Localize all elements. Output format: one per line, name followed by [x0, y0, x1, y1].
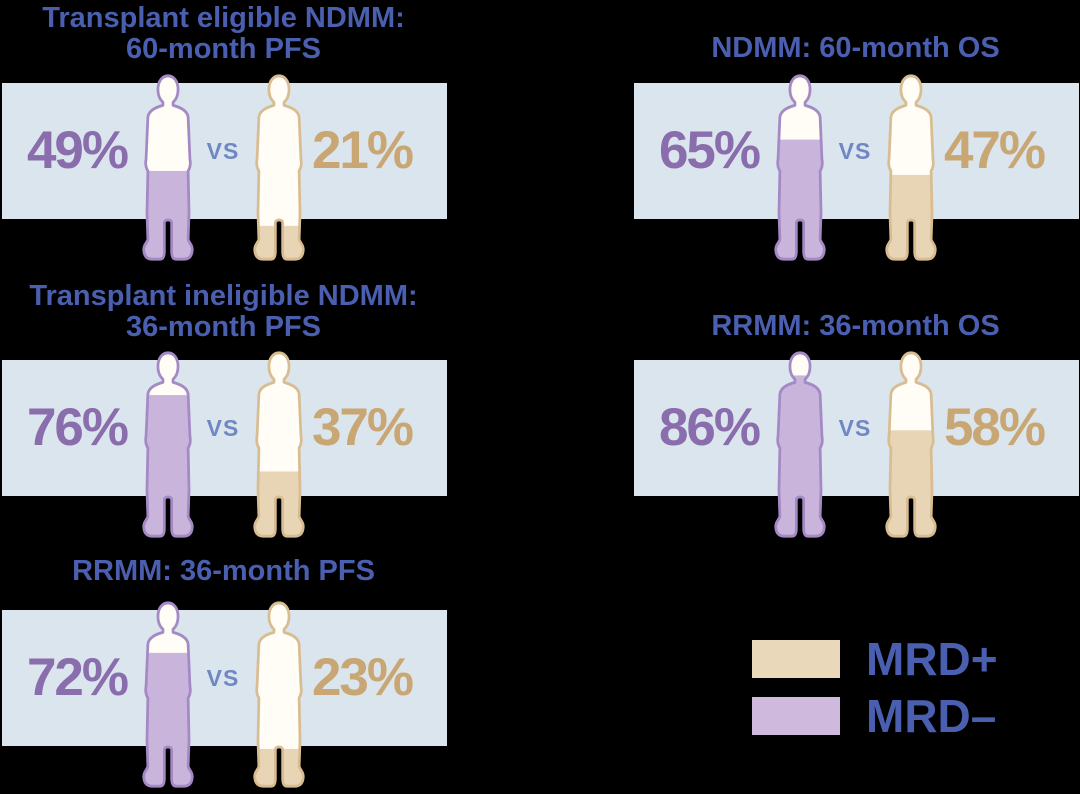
mrd-positive-figure	[247, 348, 311, 544]
panel-band	[2, 83, 447, 219]
mrd-positive-value: 58%	[943, 398, 1046, 457]
panel-title-line: 60-month PFS	[126, 33, 321, 65]
mrd-positive-value: 21%	[311, 121, 414, 180]
legend-label-mrd-positive: MRD+	[866, 633, 998, 685]
vs-label: vs	[206, 415, 240, 441]
legend-swatch-mrd-positive	[752, 640, 840, 678]
mrd-negative-value: 65%	[658, 121, 761, 180]
panel-band	[634, 83, 1079, 219]
mrd-negative-figure	[768, 348, 832, 544]
mrd-positive-figure	[879, 348, 943, 544]
panel-title-line: RRMM: 36-month PFS	[72, 555, 375, 587]
vs-label: vs	[206, 665, 240, 691]
panel-title-line: Transplant eligible NDMM:	[42, 2, 405, 34]
legend-swatch-mrd-negative	[752, 697, 840, 735]
mrd-negative-value: 86%	[658, 398, 761, 457]
panel-title-line: Transplant ineligible NDMM:	[29, 280, 418, 312]
mrd-negative-figure	[136, 598, 200, 794]
mrd-positive-figure	[879, 71, 943, 267]
mrd-negative-value: 49%	[26, 121, 129, 180]
mrd-positive-value: 23%	[311, 648, 414, 707]
mrd-negative-value: 72%	[26, 648, 129, 707]
panel-title: RRMM: 36-month PFS	[0, 556, 447, 587]
panel-title: Transplant ineligible NDMM: 36-month PFS	[0, 281, 447, 343]
legend-item-mrd-positive: MRD+	[752, 636, 998, 682]
panel-band	[2, 360, 447, 496]
mrd-negative-figure	[136, 71, 200, 267]
vs-label: vs	[838, 415, 872, 441]
mrd-positive-value: 37%	[311, 398, 414, 457]
mrd-negative-value: 76%	[26, 398, 129, 457]
legend: MRD+ MRD–	[752, 636, 998, 739]
vs-label: vs	[838, 138, 872, 164]
panel-title: NDMM: 60-month OS	[632, 33, 1079, 64]
mrd-positive-value: 47%	[943, 121, 1046, 180]
mrd-positive-figure	[247, 598, 311, 794]
mrd-positive-figure	[247, 71, 311, 267]
legend-label-mrd-negative: MRD–	[866, 690, 997, 742]
legend-item-mrd-negative: MRD–	[752, 693, 998, 739]
panel-band	[634, 360, 1079, 496]
mrd-negative-figure	[768, 71, 832, 267]
panel-title: Transplant eligible NDMM: 60-month PFS	[0, 3, 447, 65]
panel-title-line: RRMM: 36-month OS	[711, 310, 1000, 342]
mrd-negative-figure	[136, 348, 200, 544]
panel-title-line: 36-month PFS	[126, 311, 321, 343]
vs-label: vs	[206, 138, 240, 164]
panel-title: RRMM: 36-month OS	[632, 311, 1079, 342]
panel-title-line: NDMM: 60-month OS	[711, 32, 1000, 64]
panel-band	[2, 610, 447, 746]
